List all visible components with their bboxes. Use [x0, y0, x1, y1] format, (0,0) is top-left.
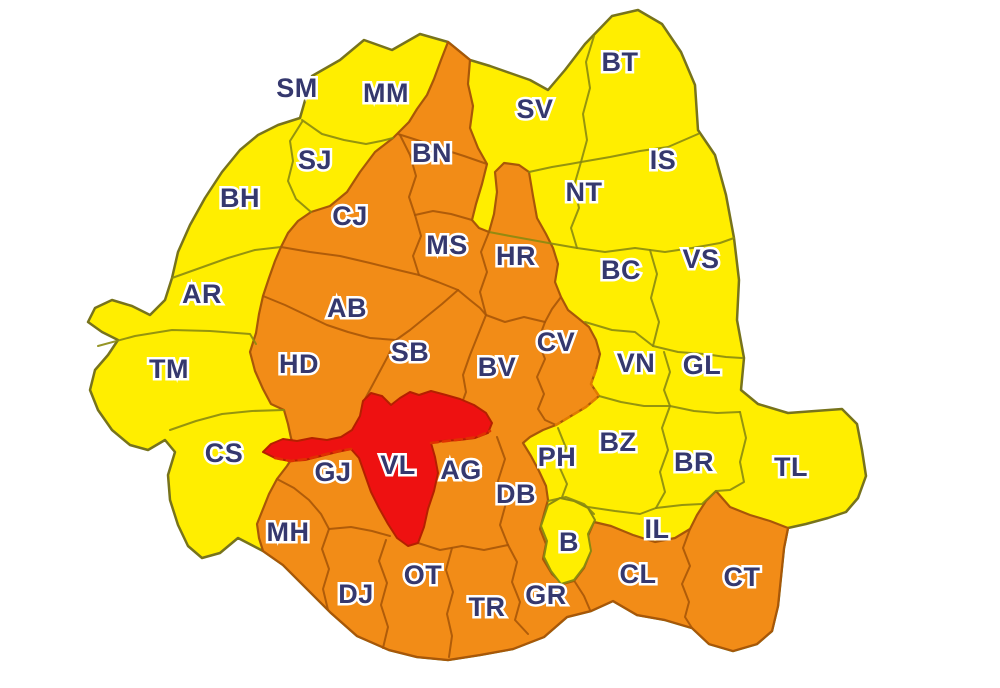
county-label-CL: CL	[620, 559, 657, 589]
county-label-IL: IL	[645, 514, 670, 544]
red-zone-dashed-border-east	[429, 429, 492, 445]
county-label-BZ: BZ	[600, 427, 637, 457]
county-label-CS: CS	[205, 438, 244, 468]
county-label-HD: HD	[279, 349, 319, 379]
county-label-AG: AG	[440, 455, 482, 485]
county-label-TM: TM	[149, 354, 189, 384]
county-label-CV: CV	[537, 327, 576, 357]
county-label-VL: VL	[380, 450, 416, 480]
county-label-TR: TR	[469, 592, 506, 622]
county-label-BT: BT	[602, 47, 639, 77]
red-zone-dashed-border-west	[273, 447, 353, 463]
county-borders-orange-areas	[262, 133, 693, 658]
county-label-GJ: GJ	[314, 457, 351, 487]
county-label-GR: GR	[525, 580, 567, 610]
county-label-VN: VN	[617, 348, 656, 378]
county-label-TL: TL	[774, 452, 808, 482]
county-label-SM: SM	[276, 73, 318, 103]
county-label-GL: GL	[683, 350, 722, 380]
county-label-AR: AR	[182, 279, 222, 309]
county-label-B: B	[559, 527, 579, 557]
county-label-PH: PH	[538, 442, 577, 472]
county-label-BV: BV	[478, 352, 517, 382]
county-label-BC: BC	[601, 255, 641, 285]
county-borders-yellow-areas	[97, 35, 747, 523]
county-label-MS: MS	[426, 230, 468, 260]
county-label-AB: AB	[327, 293, 367, 323]
county-label-DB: DB	[496, 479, 536, 509]
county-label-OT: OT	[404, 560, 443, 590]
county-label-NT: NT	[566, 177, 603, 207]
dashed-warning-boundaries	[273, 368, 601, 463]
county-label-VS: VS	[682, 244, 719, 274]
bucharest-yellow-region	[540, 497, 596, 585]
county-label-SB: SB	[391, 337, 430, 367]
county-label-CT: CT	[724, 562, 761, 592]
county-label-MM: MM	[363, 78, 409, 108]
county-label-BH: BH	[220, 183, 260, 213]
county-label-DJ: DJ	[338, 579, 374, 609]
orange-zone-dashed-border	[554, 368, 601, 427]
red-warning-region	[262, 390, 493, 547]
county-label-SJ: SJ	[298, 145, 332, 175]
county-label-HR: HR	[496, 241, 536, 271]
county-label-BR: BR	[674, 447, 714, 477]
county-label-BN: BN	[412, 138, 452, 168]
county-label-CJ: CJ	[332, 201, 368, 231]
county-label-IS: IS	[650, 145, 677, 175]
county-label-MH: MH	[267, 517, 310, 547]
county-label-SV: SV	[516, 94, 553, 124]
